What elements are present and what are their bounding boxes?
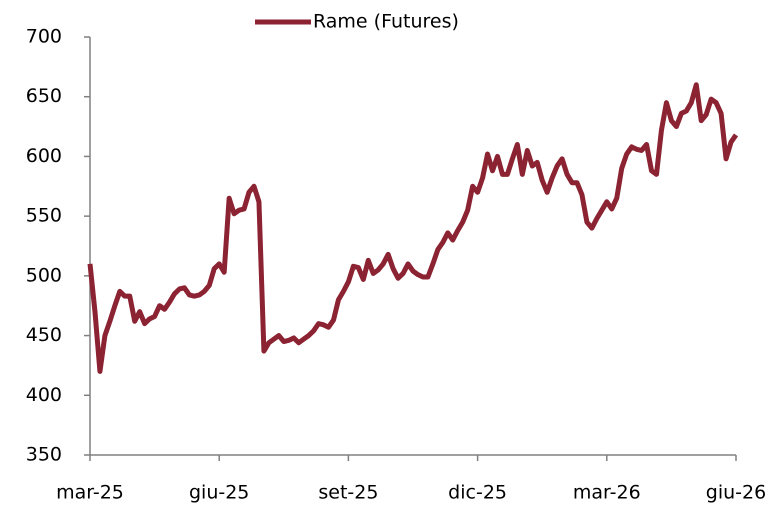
x-tick-label: mar-25 <box>56 482 124 504</box>
y-tick-label: 700 <box>26 26 62 48</box>
x-tick-label: dic-25 <box>448 482 507 504</box>
line <box>87 82 739 374</box>
y-tick-label: 600 <box>26 145 62 167</box>
y-tick-label: 400 <box>26 384 62 406</box>
legend-label: Rame (Futures) <box>313 11 459 33</box>
y-tick-label: 450 <box>26 324 62 346</box>
y-tick-label: 350 <box>26 444 62 466</box>
y-tick-label: 500 <box>26 264 62 286</box>
x-tick-label: mar-26 <box>573 482 641 504</box>
y-tick-label: 550 <box>26 205 62 227</box>
x-tick-label: set-25 <box>318 482 378 504</box>
y-tick-label: 650 <box>26 85 62 107</box>
x-tick-label: giu-25 <box>189 482 249 504</box>
x-tick-label: giu-26 <box>706 482 766 504</box>
